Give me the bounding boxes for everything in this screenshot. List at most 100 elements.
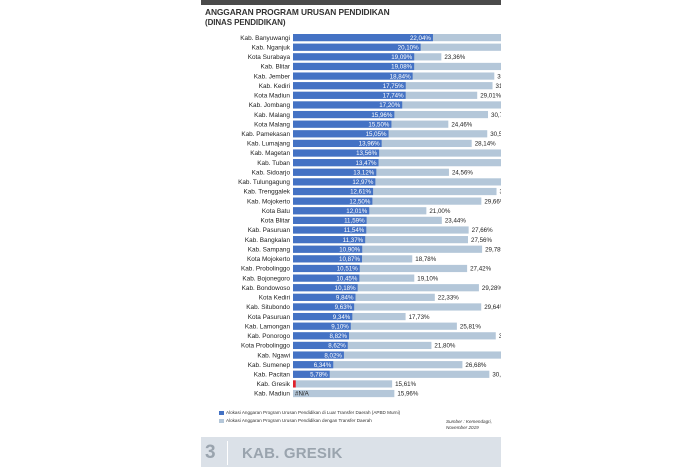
category-label: Kab. Nganjuk [252,44,291,51]
data-label-series2: 29,64% [484,304,501,311]
data-label-series1: 10,87% [339,256,360,263]
data-label-series2: 18,78% [415,256,436,263]
bar-series2 [293,245,483,253]
bar-series1 [293,149,380,157]
data-label-series1: 9,34% [333,314,351,321]
bar-series1 [293,216,367,224]
category-label: Kab. Tulungagung [238,179,290,186]
category-label: Kota Malang [254,121,290,128]
category-label: Kota Pasuruan [248,314,291,321]
category-label: Kab. Ponorogo [247,333,290,340]
category-label: Kab. Pasuruan [248,227,291,234]
bar-series2 [293,130,488,138]
data-label-series2: 27,42% [470,266,491,273]
data-label-series1: 9,63% [335,304,353,311]
data-label-series2: 29,28% [482,285,501,292]
bar-series1 [293,361,334,369]
data-label-series2: 28,14% [475,141,496,148]
bar-series2 [293,303,482,311]
bar-series1 [293,332,350,340]
category-label: Kab. Banyuwangi [240,35,290,42]
category-label: Kota Blitar [261,218,291,225]
data-label-series1: 17,74% [383,93,404,100]
data-label-series1: 19,08% [391,64,412,71]
data-label-series1: 15,50% [368,121,389,128]
data-label-series2: 19,10% [417,275,438,282]
data-label-series1: 11,37% [343,237,364,244]
bar-series1 [293,120,392,128]
data-label-series2: 30,59% [490,131,501,138]
bar-series2 [293,284,479,292]
data-label-series2: 31,70% [497,73,501,80]
category-label: Kab. Malang [254,112,290,119]
category-label: Kab. Ngawi [257,352,290,359]
category-label: Kab. Tuban [257,160,290,167]
category-label: Kota Madiun [254,93,290,100]
category-label: Kab. Mojokerto [247,198,290,205]
data-label-series2: 24,46% [451,121,472,128]
category-label: Kab. Madiun [254,391,290,398]
bar-series2 [293,178,501,186]
data-label-series2: 23,44% [445,218,466,225]
chart-title: ANGGARAN PROGRAM URUSAN PENDIDIKAN (DINA… [205,7,501,27]
bar-series1 [293,168,377,176]
footer-banner: 3 KAB. GRESIK [201,437,501,467]
top-bar [201,0,501,5]
bar-series1 [293,91,406,99]
footer-title: KAB. GRESIK [242,445,343,462]
source-note: Sumber : Kemendagri, November 2019 [446,419,501,431]
category-label: Kab. Bondowoso [242,285,291,292]
bar-series2 [293,341,432,350]
bar-series1 [293,341,348,350]
legend-item-series1: Alokasi Anggaran Program Urusan Pendidik… [219,409,429,417]
bar-series2 [293,236,469,244]
report-page: ANGGARAN PROGRAM URUSAN PENDIDIKAN (DINA… [201,0,501,467]
data-label-series1: 10,45% [336,275,357,282]
bar-series1 [293,130,389,138]
data-label-series2: 30,92% [492,372,501,379]
category-label: Kab. Jombang [249,102,291,109]
bar-series1 [293,197,373,205]
category-label: Kab. Kediri [259,83,290,90]
bar-chart: Kab. Banyuwangi34,73%22,04%Kab. Nganjuk3… [238,34,501,398]
bar-series1 [293,226,367,234]
data-label-series2: 26,68% [465,362,486,369]
data-label-series2: 15,61% [395,381,416,388]
data-label-series1: 13,96% [359,141,380,148]
category-label: Kab. Lamongan [245,323,291,330]
bar-series1 [293,139,382,148]
category-label: Kab. Gresik [257,381,291,388]
source-line-2: November 2019 [446,425,479,430]
data-label-series2: 17,73% [409,314,430,321]
category-label: Kab. Jember [254,73,291,80]
bar-series2 [293,389,395,398]
data-label-series1: 9,84% [336,295,354,302]
bar-series1 [293,322,351,330]
legend-swatch-series1 [219,411,224,415]
title-line-2: (DINAS PENDIDIKAN) [205,17,286,27]
data-label-series2: 25,81% [460,323,481,330]
data-label-series2: 31,93% [499,333,501,340]
data-label-series2: 29,78% [485,246,501,253]
data-label-series1: 9,10% [331,323,349,330]
data-label-series1: 15,96% [371,112,392,119]
category-label: Kab. Lumajang [247,141,290,148]
data-label-series2: 27,66% [472,227,493,234]
bar-series1 [293,284,358,292]
bar-series2 [293,226,469,234]
category-label: Kab. Sumenep [248,362,291,369]
data-label-series1: #N/A [295,391,310,398]
bar-series2 [293,322,457,330]
bar-series1 [293,312,353,321]
data-label-series2: 30,71% [491,112,501,119]
bar-series1 [293,101,403,109]
bar-series2 [293,159,501,167]
bar-series1 [293,43,421,51]
data-label-series2: 21,80% [434,343,455,350]
bar-series1 [293,159,379,167]
data-label-series2: 22,33% [438,295,459,302]
data-label-series1: 12,01% [346,208,367,215]
legend-label-series2: Alokasi Anggaran Program Urusan Pendidik… [226,418,372,423]
data-label-series2: 29,66% [484,198,501,205]
bar-series1 [293,255,363,263]
